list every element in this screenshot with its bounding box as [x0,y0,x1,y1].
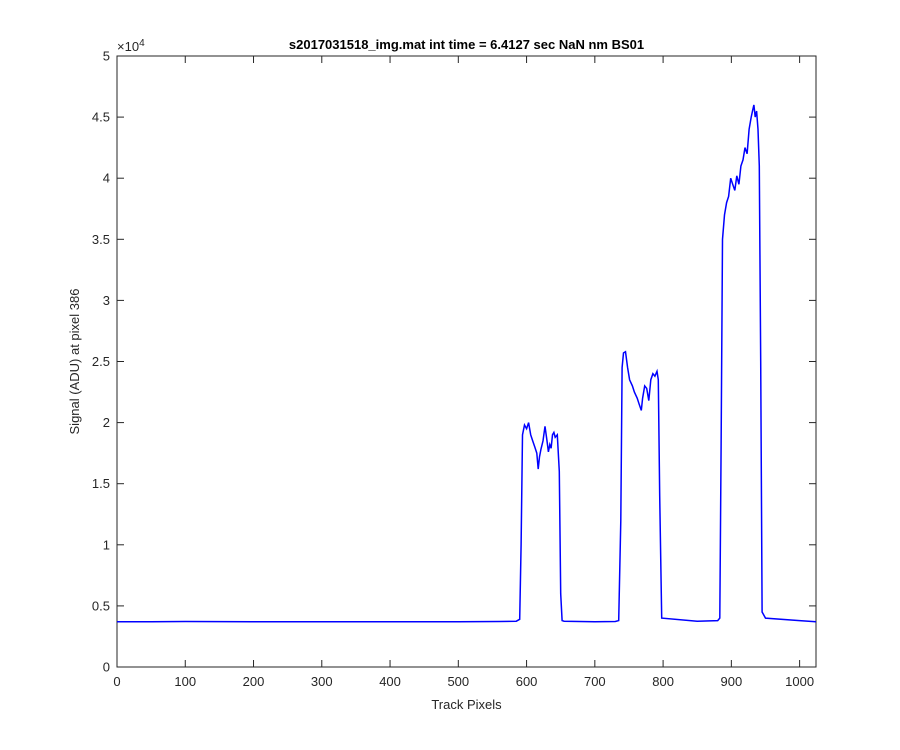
x-tick-label: 600 [516,674,538,689]
x-tick-label: 800 [652,674,674,689]
x-tick-label: 0 [113,674,120,689]
axes-box [116,55,817,668]
y-tick-label: 1.5 [92,476,110,491]
y-tick-label: 2 [103,415,110,430]
x-tick-label: 400 [379,674,401,689]
series-line [117,104,817,623]
ticks-layer: 0 100 200 300 400 500 600 700 800 900 1000 0 0.5 1 1.5… [92,49,816,689]
y-tick-label: 1 [103,537,110,552]
x-tick-label: 700 [584,674,606,689]
x-tick-label: 100 [174,674,196,689]
y-exponent-base: ×10 [117,39,139,54]
x-tick-label: 1000 [785,674,814,689]
y-axis-label: Signal (ADU) at pixel 386 [67,289,82,435]
y-tick-label: 4 [103,171,110,186]
x-tick-label: 300 [311,674,333,689]
data-layer [117,104,817,623]
y-tick-label: 5 [103,49,110,64]
x-tick-label: 500 [447,674,469,689]
y-tick-label: 3 [103,293,110,308]
x-tick-label: 200 [243,674,265,689]
x-tick-label: 900 [721,674,743,689]
chart-title: s2017031518_img.mat int time = 6.4127 se… [289,37,644,52]
axes-layer [116,55,817,668]
y-tick-label: 2.5 [92,354,110,369]
y-tick-label: 4.5 [92,110,110,125]
y-exponent-label: ×104 [117,38,145,55]
y-exponent-power: 4 [139,38,145,49]
x-axis-label: Track Pixels [431,697,502,712]
y-tick-label: 0 [103,660,110,675]
y-tick-label: 3.5 [92,232,110,247]
y-tick-label: 0.5 [92,598,110,613]
